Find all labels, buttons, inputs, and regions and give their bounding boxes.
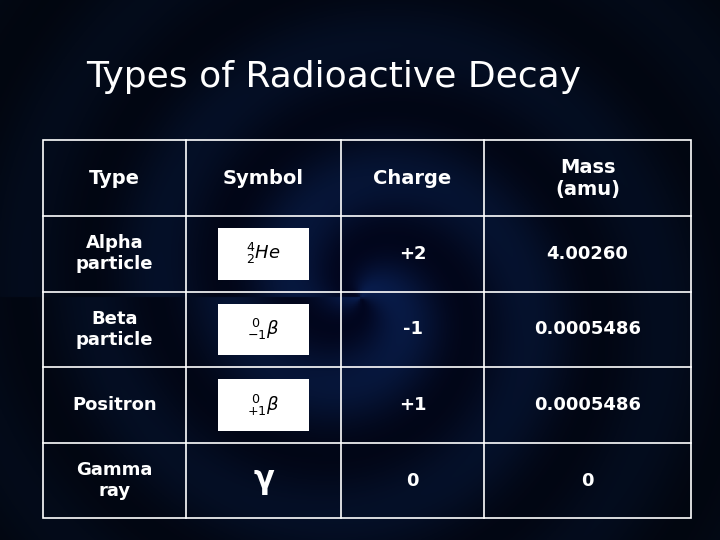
Bar <box>218 228 309 280</box>
Bar <box>218 303 309 355</box>
Text: Alpha
particle: Alpha particle <box>76 234 153 273</box>
Text: Gamma
ray: Gamma ray <box>76 461 153 500</box>
Bar <box>43 140 691 518</box>
Text: Type: Type <box>89 168 140 188</box>
Text: Symbol: Symbol <box>223 168 304 188</box>
Text: γ: γ <box>253 466 274 495</box>
Text: +2: +2 <box>399 245 426 263</box>
Text: -1: -1 <box>402 320 423 339</box>
Text: 0.0005486: 0.0005486 <box>534 320 641 339</box>
Text: Types of Radioactive Decay: Types of Radioactive Decay <box>86 60 582 94</box>
Text: +1: +1 <box>399 396 426 414</box>
Text: Charge: Charge <box>374 168 451 188</box>
Text: 0: 0 <box>581 471 594 490</box>
Text: Positron: Positron <box>72 396 157 414</box>
Text: Beta
particle: Beta particle <box>76 310 153 349</box>
Text: $^{\ 0}_{-1}\beta$: $^{\ 0}_{-1}\beta$ <box>248 317 279 342</box>
Text: 4.00260: 4.00260 <box>546 245 629 263</box>
Bar <box>218 379 309 431</box>
Text: $^{\ 0}_{+1}\beta$: $^{\ 0}_{+1}\beta$ <box>248 393 279 417</box>
Text: 0.0005486: 0.0005486 <box>534 396 641 414</box>
Text: 0: 0 <box>406 471 419 490</box>
Text: $^{4}_{2}\mathit{He}$: $^{4}_{2}\mathit{He}$ <box>246 241 281 266</box>
Text: Mass
(amu): Mass (amu) <box>555 158 620 199</box>
